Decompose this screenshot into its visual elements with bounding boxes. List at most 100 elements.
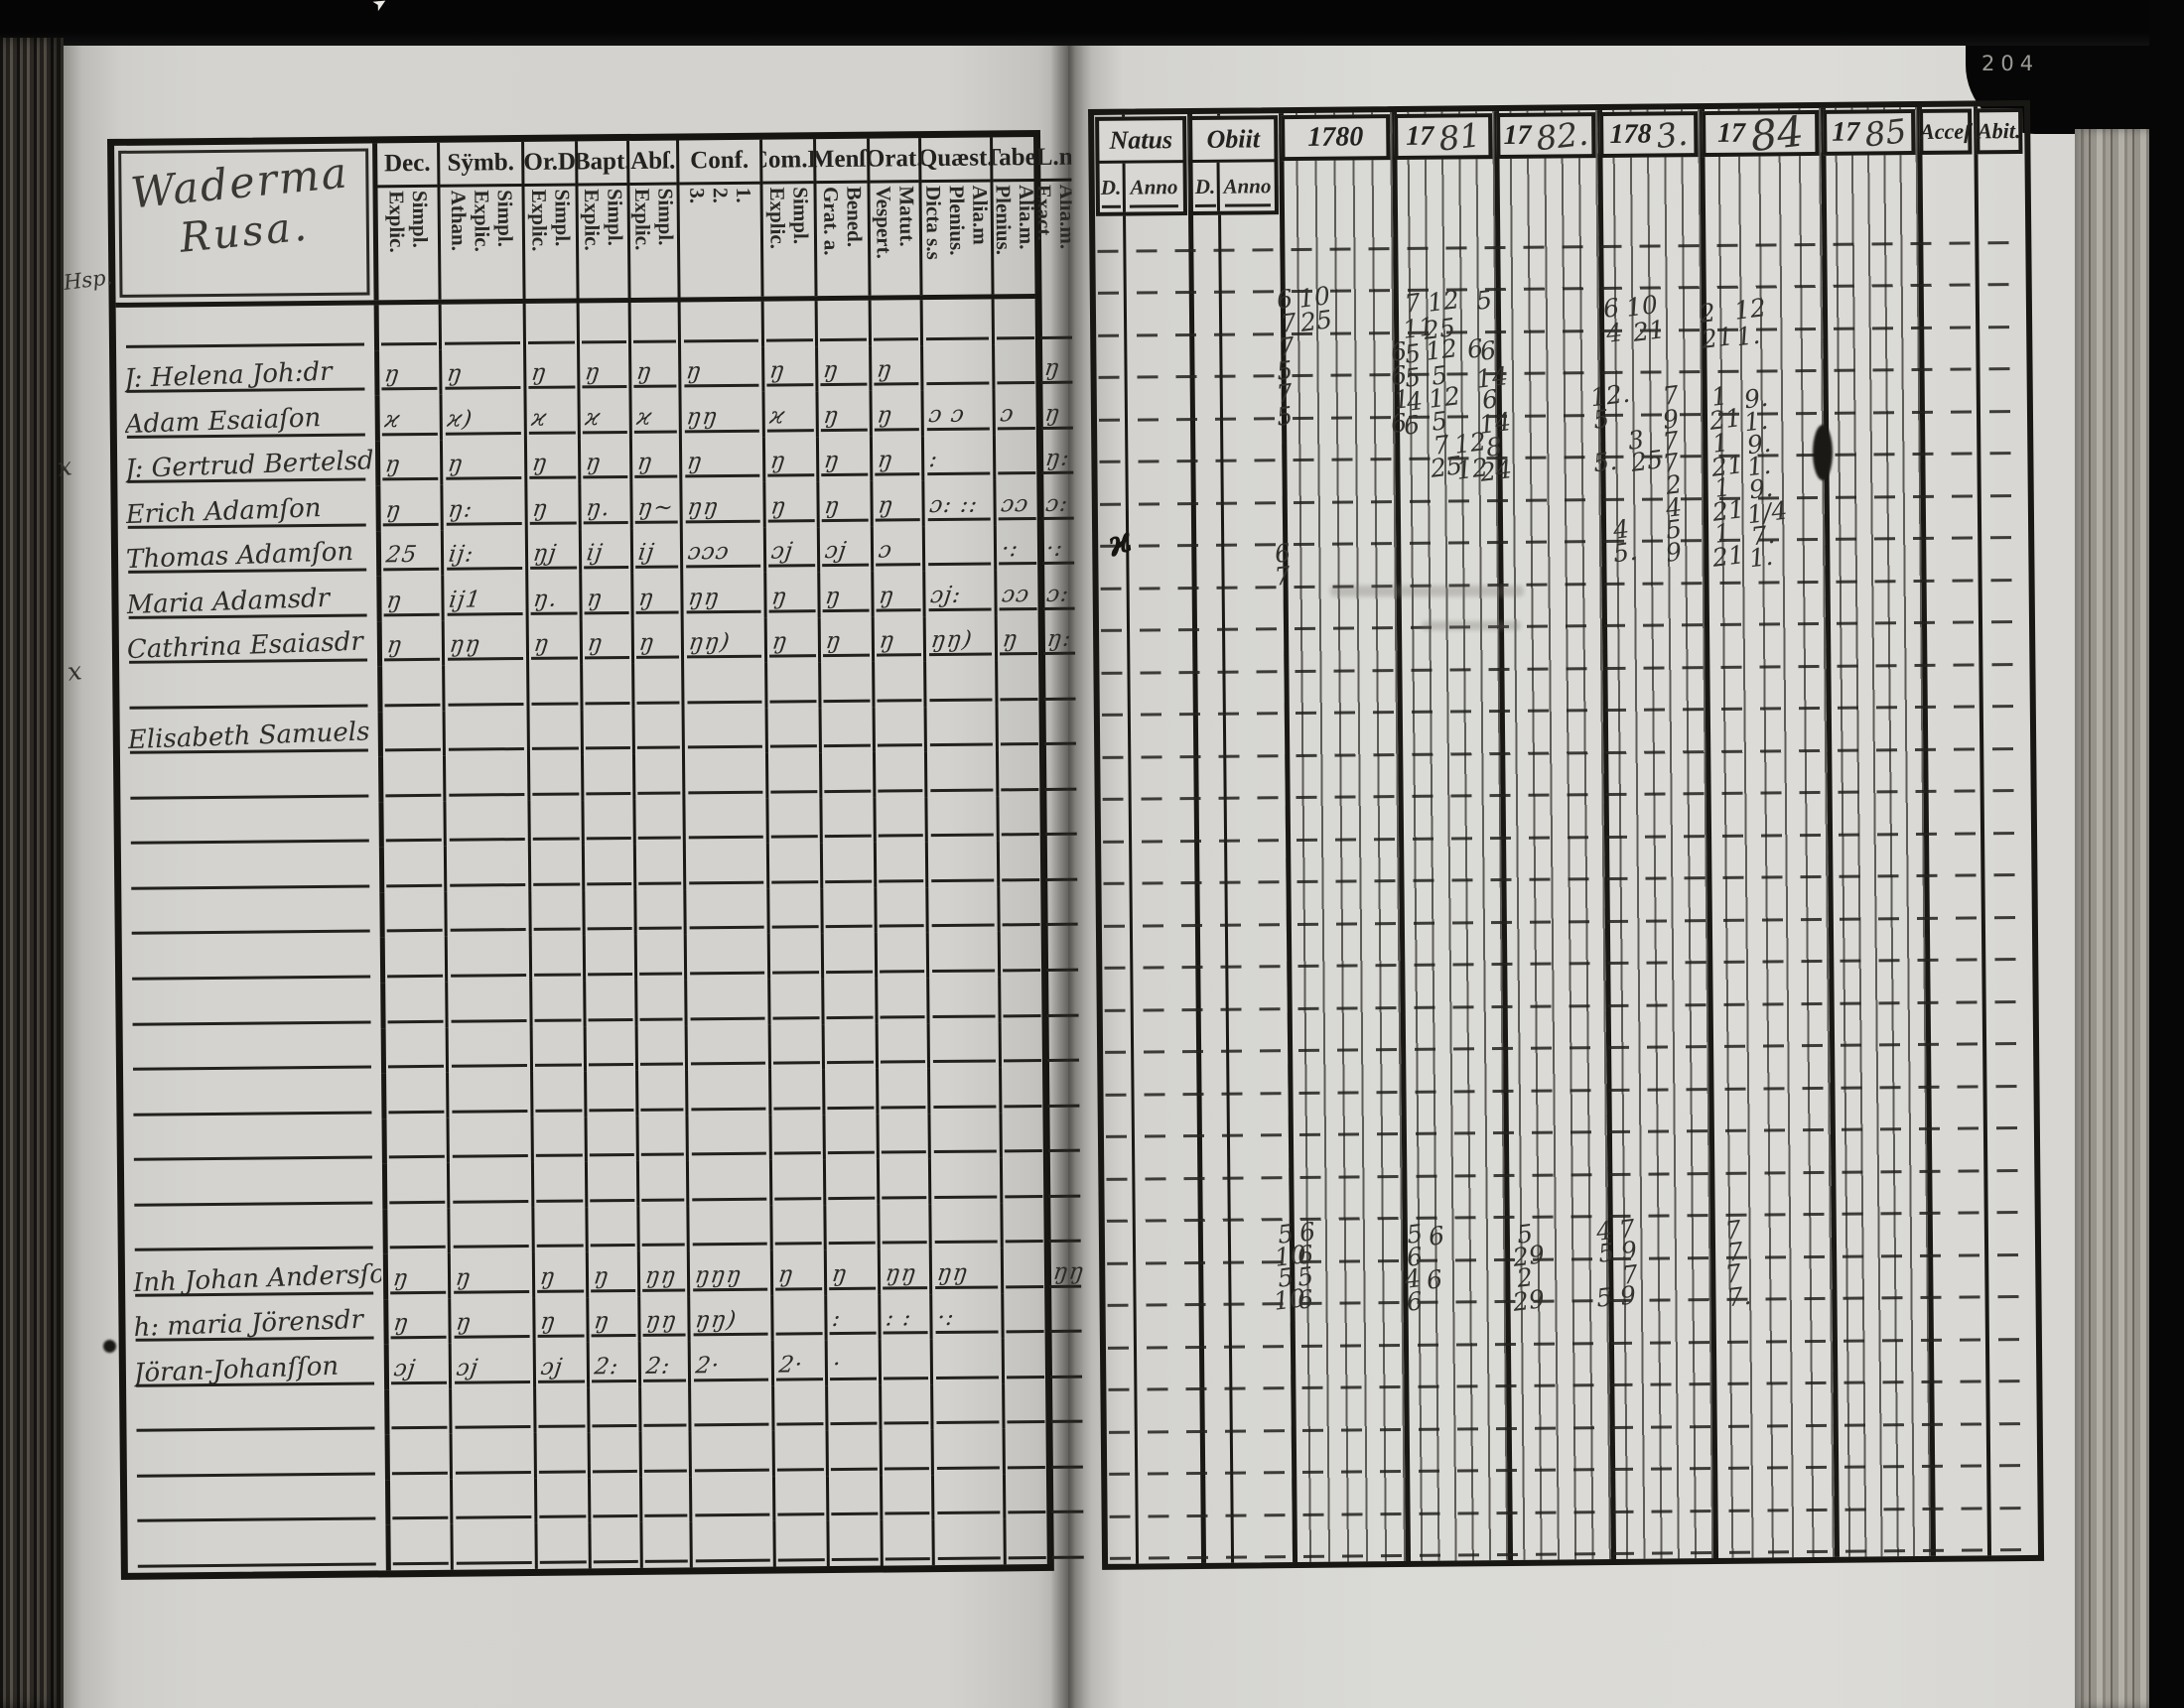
mark-cell: ŋ: [818, 390, 873, 437]
mark-cell: [877, 886, 929, 934]
mark-cell: ŋ.: [581, 483, 633, 530]
examination-mark: ŋ~: [635, 494, 676, 521]
mark-cell: [684, 708, 768, 754]
mark-cell: [878, 978, 930, 1024]
mark-cell: [824, 978, 879, 1024]
mark-cell: [389, 1479, 454, 1525]
examination-mark: ij: [585, 540, 606, 567]
mark-cell: [767, 707, 822, 753]
mark-cell: [529, 710, 584, 756]
mark-cell: [634, 709, 685, 755]
mark-cell: :: [923, 435, 997, 481]
examination-mark: ɔj: [392, 1355, 418, 1382]
mark-cell: [447, 890, 532, 938]
mark-cell: [879, 1113, 931, 1159]
mark-cell: [449, 1162, 535, 1209]
mark-cell: 2:: [589, 1342, 642, 1388]
mark-cell: [878, 1022, 931, 1069]
mark-cell: [1005, 1473, 1051, 1519]
mark-cell: ŋ: [1039, 389, 1073, 435]
column-sublabel: Grat. a.: [818, 186, 844, 256]
mark-cell: [875, 751, 928, 798]
mark-cell: ŋ: [997, 614, 1043, 661]
column-sublabel: Explic.: [384, 191, 410, 253]
mark-cell: [768, 843, 824, 889]
mark-cell: ŋŋ: [681, 391, 765, 439]
examination-mark: ŋŋ: [448, 631, 483, 658]
column-header-men: Menſ. Grat. a. Bened.: [816, 138, 872, 297]
column-sublabel: Simpl.: [550, 189, 575, 247]
mark-cell: [1002, 1112, 1047, 1158]
mark-cell: [386, 1117, 450, 1164]
person-name-cell: [123, 1117, 387, 1166]
mark-cell: [772, 1204, 827, 1250]
examination-mark: ŋŋ: [685, 403, 721, 431]
mark-cell: [1050, 1428, 1084, 1474]
mark-cell: [636, 934, 688, 981]
mark-cell: [684, 662, 768, 710]
mark-cell: [635, 799, 686, 846]
examination-mark: ŋ: [446, 451, 466, 477]
mark-cell: ŋ:: [443, 484, 528, 531]
person-name-cell: Erich Adamſon: [117, 485, 381, 534]
mark-cell: ŋ: [766, 572, 821, 618]
person-name: Jöran-Johanſſon: [133, 1351, 340, 1388]
mark-cell: [688, 1069, 772, 1116]
mark-cell: [770, 1023, 826, 1070]
mark-cell: [448, 981, 533, 1028]
person-name: J: Helena Joh:dr: [123, 356, 334, 395]
year-header: 17 82.: [1496, 112, 1596, 160]
examination-mark: ɔj: [769, 538, 795, 565]
examination-mark: ŋ: [532, 630, 552, 658]
mark-cell: ŋ: [450, 1252, 536, 1299]
examination-mark: ŋ: [636, 585, 656, 611]
mark-cell: [771, 1159, 827, 1206]
mark-cell: [1001, 1021, 1047, 1068]
mark-cell: [637, 1024, 689, 1071]
mark-cell: [530, 800, 585, 847]
person-name-cell: [127, 1524, 391, 1573]
mark-cell: [450, 1207, 535, 1253]
table-row: [1108, 1509, 2038, 1559]
person-name-cell: Jöran-Johanſſon: [125, 1344, 390, 1392]
mark-cell: [588, 1206, 640, 1252]
mark-cell: ŋ: [631, 346, 682, 394]
column-sublabels: Vespert. Matut.: [870, 183, 919, 295]
mark-cell: ŋ~: [632, 482, 683, 529]
mark-cell: ɔ:: [1041, 570, 1075, 615]
column-sublabel: Alia.m.: [1054, 184, 1073, 250]
column-sublabels: Exact. Alia.m.: [1037, 182, 1072, 294]
group-sublabel: D.: [1192, 162, 1221, 211]
examination-mark: ŋŋ: [643, 1307, 679, 1335]
mark-cell: [998, 705, 1043, 751]
mark-cell: ŋŋ: [683, 572, 767, 619]
book-spine-binding: [0, 38, 64, 1708]
mark-cell: [639, 1206, 690, 1252]
mark-cell: [1000, 931, 1046, 978]
person-name-cell: Adam Esaiaſon: [116, 395, 380, 444]
examination-mark: ɔɔ: [1000, 581, 1031, 608]
mark-cell: [1047, 1202, 1081, 1248]
mark-cell: [1042, 660, 1076, 706]
mark-cell: [446, 800, 531, 848]
mark-cell: ϰ: [580, 393, 632, 440]
mark-cell: ŋ: [451, 1297, 536, 1344]
mark-cell: [922, 299, 996, 345]
column-sublabel: Vespert.: [871, 186, 896, 259]
mark-cell: [823, 887, 878, 934]
examination-mark: ŋ: [637, 629, 657, 657]
mark-cell: [1001, 976, 1046, 1022]
mark-cell: [1005, 1428, 1050, 1475]
mark-cell: ŋ: [534, 1251, 590, 1298]
mark-cell: ŋ: [681, 437, 766, 483]
examination-mark: ŋ: [383, 452, 403, 478]
mark-cell: ŋŋ: [640, 1296, 691, 1343]
mark-cell: [1004, 1338, 1050, 1384]
year-header: 1780: [1281, 114, 1391, 162]
examination-mark: ŋ: [821, 356, 841, 384]
person-name-cell: Cathrina Esaiasdr: [118, 621, 383, 670]
mark-cell: [579, 302, 632, 348]
mark-cell: [383, 801, 447, 848]
mark-cell: [382, 711, 446, 757]
mark-cell: [445, 710, 530, 757]
